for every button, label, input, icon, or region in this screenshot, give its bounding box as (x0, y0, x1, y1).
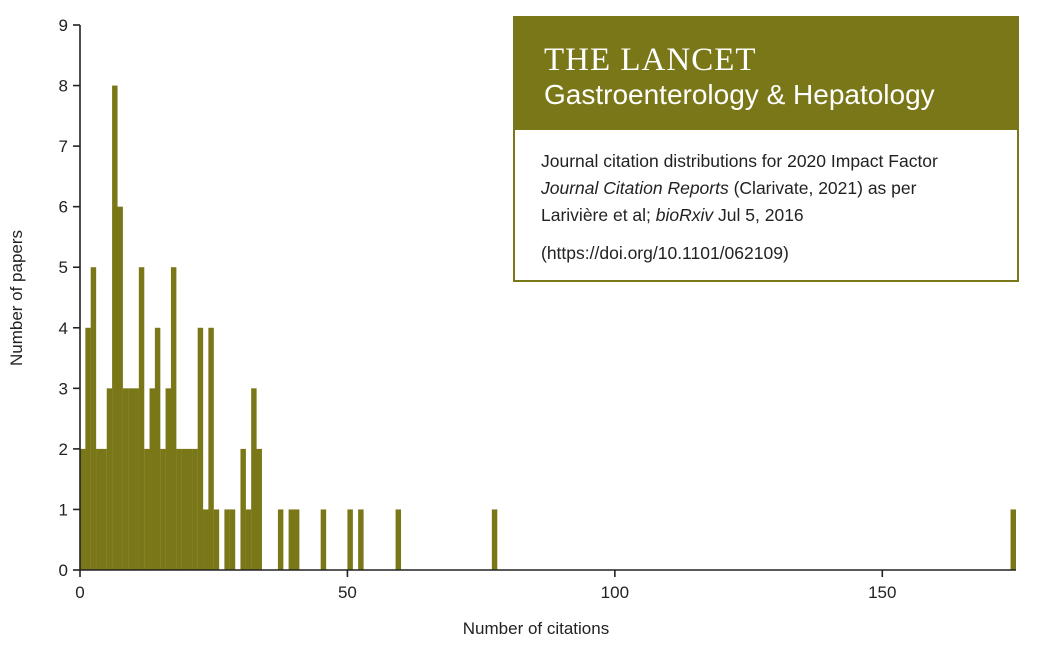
histogram-bar (80, 448, 86, 570)
histogram-bar (176, 448, 182, 570)
histogram-bar (90, 267, 97, 570)
histogram-bar (192, 448, 198, 570)
histogram-bar (320, 509, 327, 570)
histogram-bar (1010, 509, 1016, 570)
histogram-bar (170, 267, 177, 570)
histogram-bar (358, 509, 364, 570)
histogram-bar (395, 509, 402, 570)
y-tick-label: 8 (59, 77, 68, 96)
histogram-bar (256, 448, 262, 570)
histogram-bar (277, 509, 284, 570)
histogram-bar (203, 509, 209, 570)
doi-link-text: (https://doi.org/10.1101/062109) (541, 243, 789, 263)
y-axis-label: Number of papers (7, 230, 26, 366)
description-line-3-rest: Jul 5, 2016 (713, 205, 804, 225)
journal-title: THE LANCET (544, 42, 757, 78)
histogram-bar (197, 327, 204, 570)
y-tick-label: 2 (59, 440, 68, 459)
histogram-bar (154, 327, 161, 570)
histogram-bar (251, 388, 257, 570)
histogram-bar (101, 448, 107, 570)
histogram-bar (117, 206, 123, 571)
x-tick-label: 100 (601, 583, 629, 602)
histogram-bar (245, 509, 252, 570)
histogram-bar (96, 448, 102, 570)
biorxiv-italic: bioRxiv (655, 205, 714, 225)
histogram-bar (181, 448, 188, 570)
histogram-bar (491, 509, 498, 570)
histogram-bar (149, 388, 155, 570)
y-tick-label: 1 (59, 500, 68, 519)
histogram-bar (138, 267, 145, 570)
y-tick-label: 4 (59, 319, 68, 338)
axes: 0 1 2 3 4 5 6 7 8 9 0 50 100 150 (59, 16, 1016, 602)
histogram-bar (160, 448, 166, 570)
description-line-2-rest: (Clarivate, 2021) as per (728, 178, 917, 198)
histogram-bar (112, 85, 118, 570)
histogram-bar (128, 388, 134, 570)
description-line-3: Larivière et al; bioRxiv Jul 5, 2016 (541, 202, 997, 229)
y-tick-label: 3 (59, 379, 68, 398)
journal-header: THE LANCET Gastroenterology & Hepatology (515, 18, 1017, 130)
y-tick-label: 7 (59, 137, 68, 156)
histogram-bars (80, 85, 1016, 571)
description-line-3-prefix: Larivière et al; (541, 205, 656, 225)
histogram-bar (122, 388, 129, 570)
journal-subtitle: Gastroenterology & Hepatology (544, 79, 935, 110)
y-tick-label: 0 (59, 561, 68, 580)
y-tick-label: 5 (59, 258, 68, 277)
histogram-bar (133, 388, 139, 570)
histogram-bar (208, 327, 214, 570)
histogram-bar (347, 509, 353, 570)
y-tick-label: 6 (59, 198, 68, 217)
histogram-bar (288, 509, 295, 570)
description-line-1: Journal citation distributions for 2020 … (541, 151, 938, 171)
jcr-italic: Journal Citation Reports (541, 178, 729, 198)
histogram-bar (240, 448, 246, 570)
x-axis-label: Number of citations (463, 619, 609, 638)
journal-description: Journal citation distributions for 2020 … (515, 130, 1017, 267)
histogram-bar (186, 448, 193, 570)
x-tick-label: 150 (868, 583, 896, 602)
description-line-2: Journal Citation Reports (Clarivate, 202… (541, 175, 997, 202)
histogram-bar (213, 509, 220, 570)
histogram-bar (144, 448, 150, 570)
y-tick-label: 9 (59, 16, 68, 35)
histogram-bar (106, 388, 113, 570)
histogram-bar (293, 509, 300, 570)
histogram-bar (224, 509, 230, 570)
histogram-bar (229, 509, 236, 570)
x-tick-label: 50 (338, 583, 357, 602)
histogram-bar (165, 388, 172, 570)
histogram-bar (85, 327, 91, 570)
x-tick-label: 0 (75, 583, 84, 602)
journal-info-panel: THE LANCET Gastroenterology & Hepatology… (513, 16, 1019, 282)
